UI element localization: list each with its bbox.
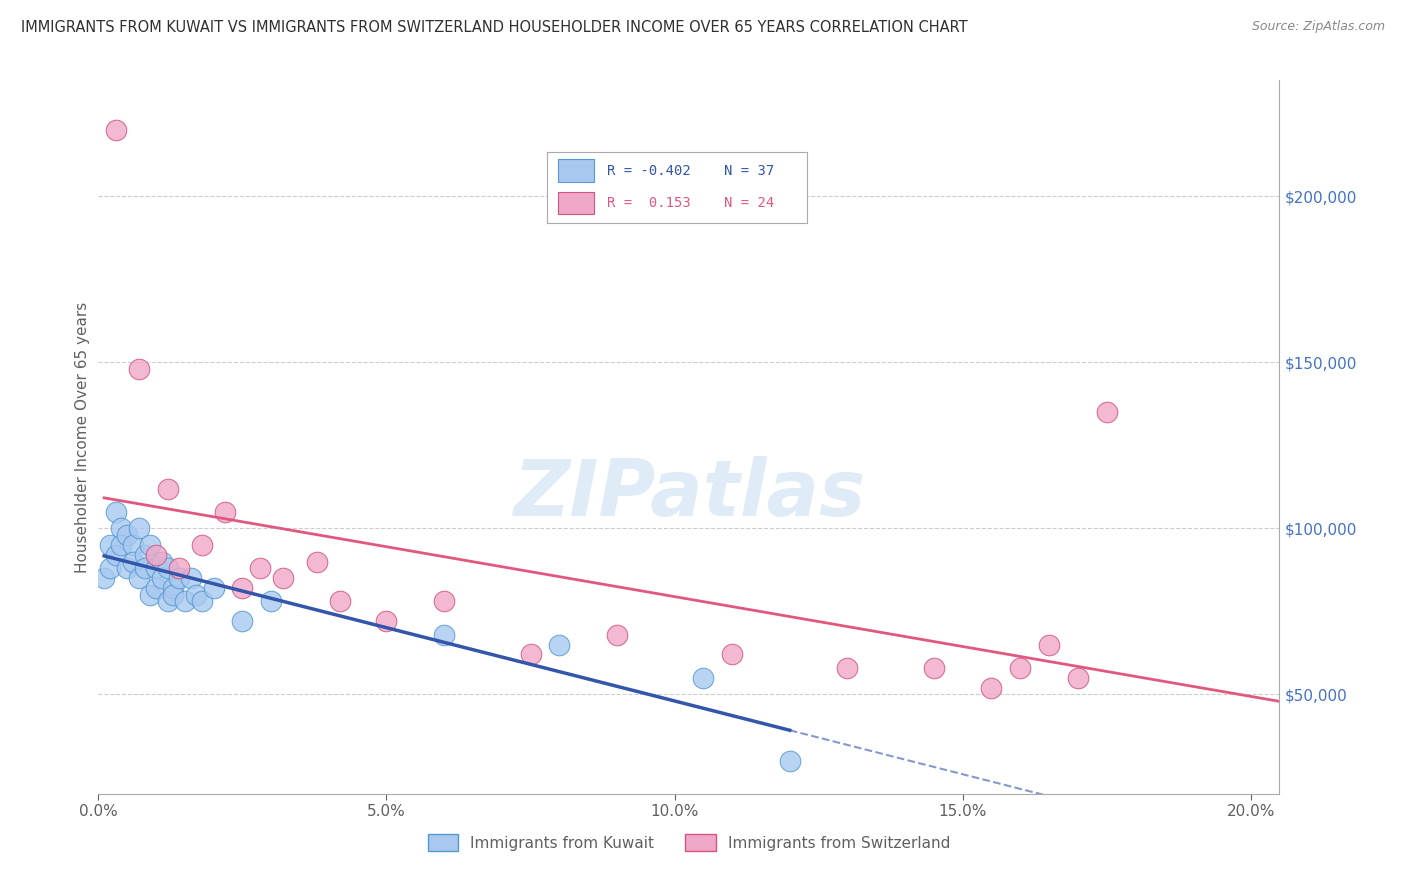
Point	[167, 561, 190, 575]
Point	[139, 588, 162, 602]
Y-axis label: Householder Income Over 65 years: Householder Income Over 65 years	[75, 301, 90, 573]
Point	[1067, 671, 1090, 685]
Point	[150, 571, 173, 585]
Point	[162, 581, 184, 595]
Text: R = -0.402: R = -0.402	[607, 164, 690, 178]
Point	[134, 548, 156, 562]
Point	[980, 681, 1002, 695]
Point	[128, 571, 150, 585]
Point	[231, 581, 253, 595]
Point	[145, 548, 167, 562]
Point	[433, 594, 456, 608]
Point	[134, 561, 156, 575]
Point	[156, 561, 179, 575]
Point	[110, 521, 132, 535]
Point	[329, 594, 352, 608]
Point	[548, 638, 571, 652]
Point	[519, 648, 541, 662]
Point	[115, 561, 138, 575]
Point	[191, 594, 214, 608]
Text: N = 37: N = 37	[724, 164, 775, 178]
Point	[375, 615, 398, 629]
Legend: Immigrants from Kuwait, Immigrants from Switzerland: Immigrants from Kuwait, Immigrants from …	[422, 828, 956, 857]
Point	[231, 615, 253, 629]
Point	[260, 594, 283, 608]
Point	[104, 123, 127, 137]
Point	[779, 754, 801, 768]
Point	[721, 648, 744, 662]
Point	[150, 555, 173, 569]
Point	[433, 627, 456, 641]
Point	[202, 581, 225, 595]
Point	[271, 571, 294, 585]
Point	[922, 661, 945, 675]
Point	[93, 571, 115, 585]
Point	[167, 571, 190, 585]
Bar	[558, 192, 593, 214]
Text: Source: ZipAtlas.com: Source: ZipAtlas.com	[1251, 20, 1385, 33]
Point	[110, 538, 132, 552]
Point	[98, 561, 121, 575]
Text: IMMIGRANTS FROM KUWAIT VS IMMIGRANTS FROM SWITZERLAND HOUSEHOLDER INCOME OVER 65: IMMIGRANTS FROM KUWAIT VS IMMIGRANTS FRO…	[21, 20, 967, 35]
Point	[156, 594, 179, 608]
Point	[837, 661, 859, 675]
Point	[115, 528, 138, 542]
Point	[1010, 661, 1032, 675]
Point	[139, 538, 162, 552]
Text: R =  0.153: R = 0.153	[607, 196, 690, 210]
Point	[191, 538, 214, 552]
Point	[249, 561, 271, 575]
Point	[104, 548, 127, 562]
Point	[186, 588, 208, 602]
Point	[214, 505, 236, 519]
Point	[128, 362, 150, 376]
Point	[156, 482, 179, 496]
Point	[128, 521, 150, 535]
Point	[1095, 405, 1118, 419]
Point	[173, 594, 195, 608]
Point	[606, 627, 628, 641]
Point	[145, 581, 167, 595]
Point	[122, 538, 145, 552]
Point	[122, 555, 145, 569]
Point	[692, 671, 714, 685]
Point	[162, 588, 184, 602]
Text: ZIPatlas: ZIPatlas	[513, 456, 865, 533]
Bar	[558, 160, 593, 182]
Point	[307, 555, 329, 569]
Point	[104, 505, 127, 519]
Point	[1038, 638, 1060, 652]
Point	[98, 538, 121, 552]
Point	[145, 561, 167, 575]
Point	[180, 571, 202, 585]
Text: N = 24: N = 24	[724, 196, 775, 210]
